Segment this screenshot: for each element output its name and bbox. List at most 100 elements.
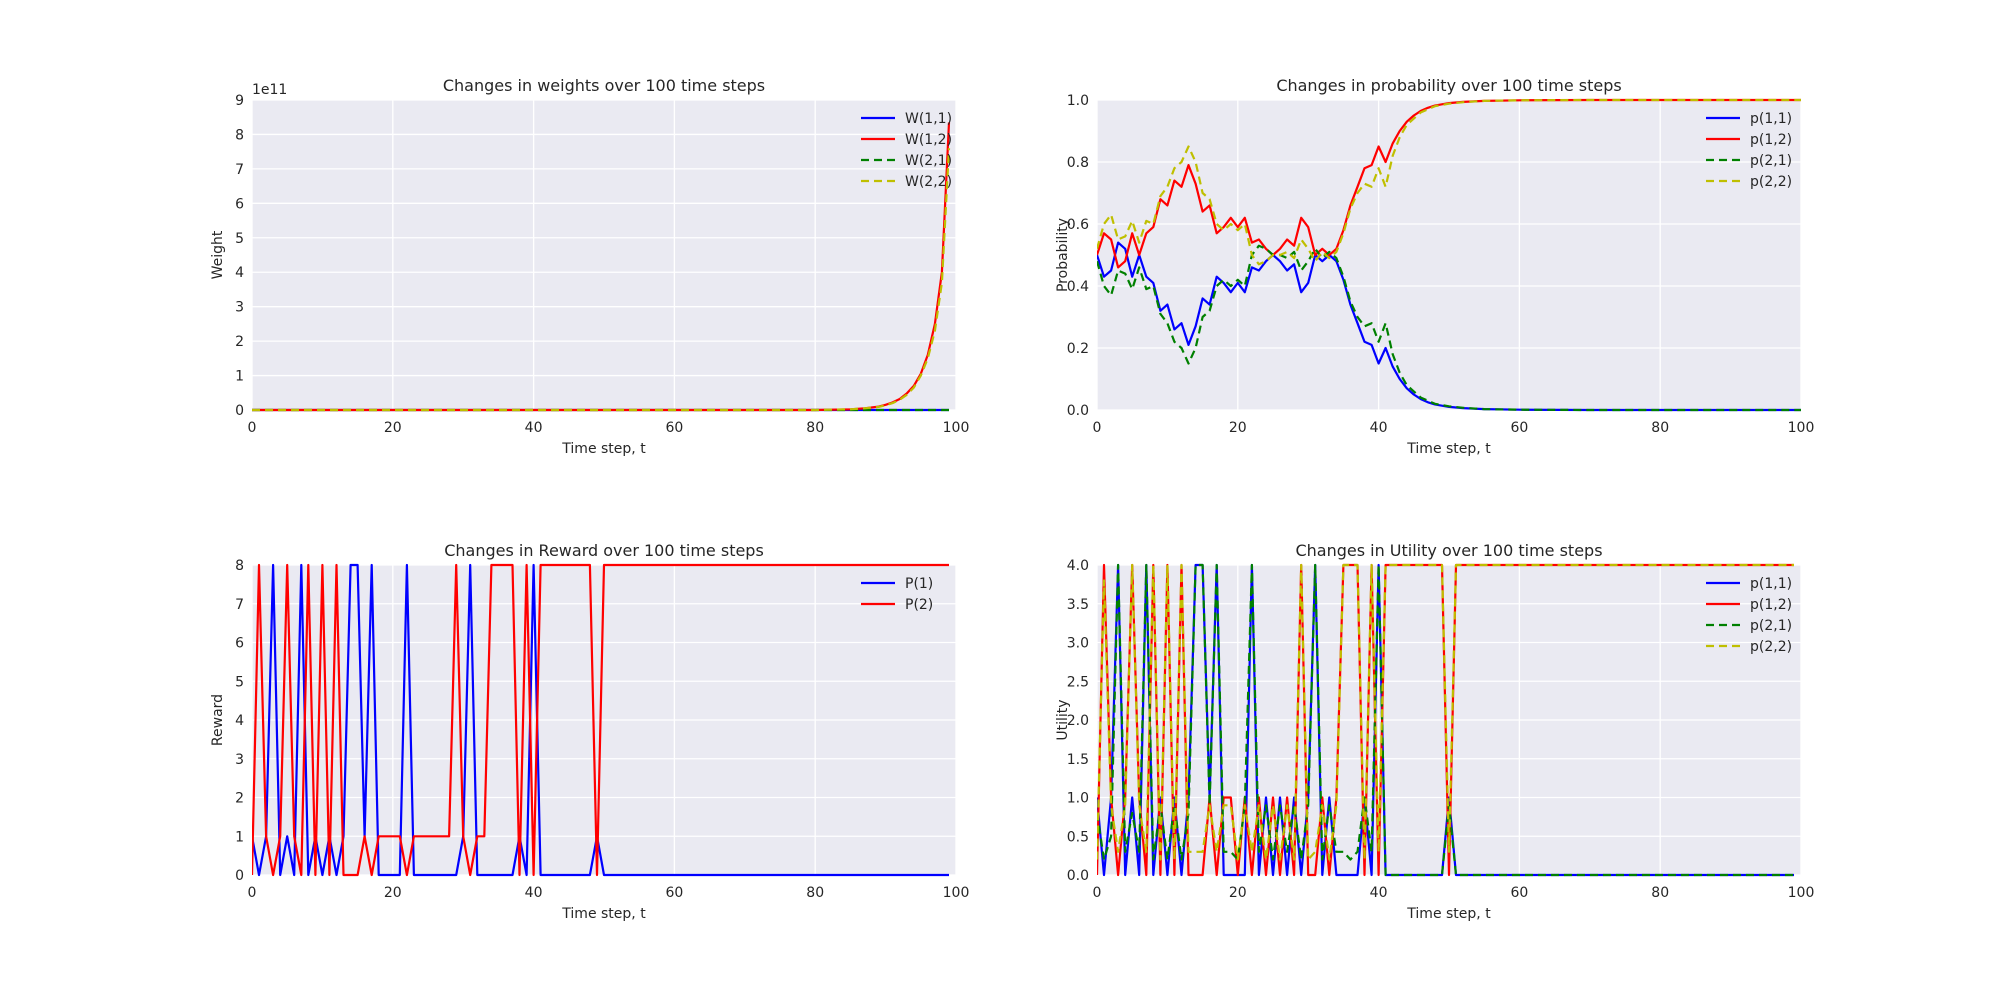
- y-tick-label: 0.5: [1067, 829, 1089, 845]
- y-tick-label: 0.8: [1067, 155, 1089, 171]
- y-tick-label: 9: [235, 93, 244, 109]
- x-tick-label: 20: [1229, 420, 1247, 436]
- y-tick-label: 3: [235, 752, 244, 768]
- x-tick-label: 0: [248, 420, 257, 436]
- series-line-p(2,1): [1097, 244, 1801, 412]
- legend-label: P(1): [905, 576, 933, 592]
- legend-label: p(1,1): [1750, 111, 1792, 127]
- legend-label: W(2,2): [905, 174, 952, 190]
- y-tick-label: 3.5: [1067, 597, 1089, 613]
- y-tick-label: 1.0: [1067, 791, 1089, 807]
- x-axis-label: Time step, t: [1406, 441, 1491, 457]
- y-tick-label: 3: [235, 300, 244, 316]
- legend-label: p(2,1): [1750, 153, 1792, 169]
- chart-title: Changes in probability over 100 time ste…: [1276, 76, 1621, 95]
- series-group: [1097, 563, 1794, 877]
- x-tick-label: 80: [1651, 885, 1669, 901]
- x-tick-label: 100: [943, 420, 970, 436]
- series-group: [252, 122, 951, 412]
- x-tick-label: 40: [1370, 420, 1388, 436]
- y-tick-label: 8: [235, 558, 244, 574]
- series-line-P(2): [252, 563, 949, 877]
- x-tick-label: 0: [1093, 420, 1102, 436]
- series-group: [1097, 98, 1801, 412]
- series-line-p(2,2): [1097, 563, 1794, 861]
- y-tick-label: 5: [235, 674, 244, 690]
- series-line-p(1,1): [1097, 241, 1801, 412]
- x-tick-label: 40: [525, 885, 543, 901]
- chart-panel-2: 0 20 40 60 80 100 0 1 2 3 4 5 6 7 8 Changes in Reward o…: [210, 541, 969, 922]
- x-tick-label: 60: [1510, 420, 1528, 436]
- y-tick-label: 5: [235, 231, 244, 247]
- plot-area: [252, 100, 956, 410]
- x-tick-label: 40: [525, 420, 543, 436]
- y-tick-label: 2: [235, 334, 244, 350]
- y-tick-label: 3.0: [1067, 636, 1089, 652]
- x-tick-label: 20: [384, 885, 402, 901]
- legend-label: p(2,1): [1750, 618, 1792, 634]
- y-tick-label: 7: [235, 162, 244, 178]
- y-tick-label: 0.6: [1067, 217, 1089, 233]
- x-tick-label: 100: [1788, 420, 1815, 436]
- x-tick-label: 100: [1788, 885, 1815, 901]
- x-tick-label: 60: [665, 885, 683, 901]
- x-axis-label: Time step, t: [561, 906, 646, 922]
- y-tick-label: 0.0: [1067, 868, 1089, 884]
- y-axis-label: Reward: [210, 694, 226, 746]
- legend: P(1) P(2): [861, 576, 933, 613]
- x-axis-label: Time step, t: [1406, 906, 1491, 922]
- x-tick-label: 80: [1651, 420, 1669, 436]
- y-tick-label: 7: [235, 597, 244, 613]
- y-tick-label: 0: [235, 403, 244, 419]
- legend-label: p(1,2): [1750, 597, 1792, 613]
- legend: p(1,1) p(1,2) p(2,1) p(2,2): [1706, 576, 1792, 655]
- series-line-p(2,1): [1097, 563, 1794, 877]
- y-tick-label: 4.0: [1067, 558, 1089, 574]
- x-tick-label: 60: [1510, 885, 1528, 901]
- y-tick-label: 1: [235, 369, 244, 385]
- series-group: [252, 563, 949, 877]
- y-axis-label: Probability: [1055, 218, 1071, 292]
- x-axis-label: Time step, t: [561, 441, 646, 457]
- y-tick-label: 2.5: [1067, 674, 1089, 690]
- legend-label: p(2,2): [1750, 639, 1792, 655]
- axis-offset-text: 1e11: [252, 82, 287, 98]
- legend-label: p(2,2): [1750, 174, 1792, 190]
- y-tick-label: 0.0: [1067, 403, 1089, 419]
- x-tick-label: 100: [943, 885, 970, 901]
- y-axis-label: Utility: [1055, 699, 1071, 740]
- y-tick-label: 0: [235, 868, 244, 884]
- plot-area: [1097, 100, 1801, 410]
- x-tick-label: 20: [1229, 885, 1247, 901]
- y-tick-label: 1.5: [1067, 752, 1089, 768]
- x-tick-label: 0: [248, 885, 257, 901]
- legend: W(1,1) W(1,2) W(2,1) W(2,2): [861, 111, 952, 190]
- x-tick-label: 80: [806, 885, 824, 901]
- legend-label: P(2): [905, 597, 933, 613]
- x-tick-label: 20: [384, 420, 402, 436]
- chart-panel-1: 0 20 40 60 80 100 0.0 0.2 0.4 0.6 0.8 1.0 Changes in…: [1055, 76, 1814, 457]
- chart-panel-0: 0 20 40 60 80 100 0 1 2 3 4 5 6 7 8 9 1e11 Changes in wei…: [210, 76, 969, 457]
- y-tick-label: 2.0: [1067, 713, 1089, 729]
- series-line-p(2,2): [1097, 98, 1801, 266]
- legend-label: p(1,2): [1750, 132, 1792, 148]
- series-line-P(1): [252, 563, 949, 877]
- y-tick-label: 1: [235, 829, 244, 845]
- chart-title: Changes in weights over 100 time steps: [443, 76, 765, 95]
- y-tick-label: 8: [235, 127, 244, 143]
- x-tick-label: 0: [1093, 885, 1102, 901]
- x-tick-label: 40: [1370, 885, 1388, 901]
- y-tick-label: 1.0: [1067, 93, 1089, 109]
- y-tick-label: 0.4: [1067, 279, 1089, 295]
- series-line-W(2,2): [252, 148, 951, 412]
- y-tick-label: 6: [235, 196, 244, 212]
- chart-title: Changes in Utility over 100 time steps: [1295, 541, 1602, 560]
- legend: p(1,1) p(1,2) p(2,1) p(2,2): [1706, 111, 1792, 190]
- chart-panel-3: 0 20 40 60 80 100 0.0 0.5 1.0 1.5 2.0 2.5 3.0 3.5 4.0 C…: [1055, 541, 1814, 922]
- legend-label: W(1,1): [905, 111, 952, 127]
- y-tick-label: 0.2: [1067, 341, 1089, 357]
- legend-label: W(1,2): [905, 132, 952, 148]
- y-tick-label: 2: [235, 791, 244, 807]
- y-tick-label: 6: [235, 636, 244, 652]
